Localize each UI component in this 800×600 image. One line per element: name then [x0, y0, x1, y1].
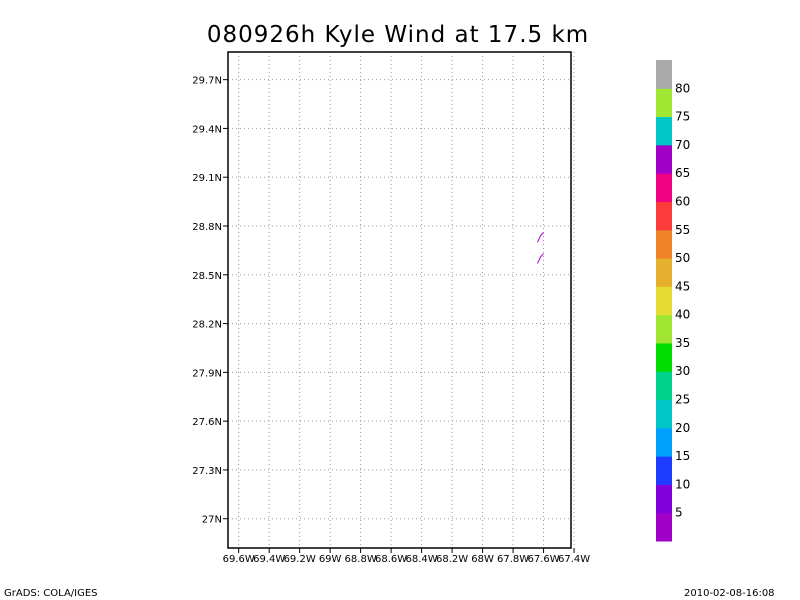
x-tick-label: 68.8W	[345, 554, 377, 565]
y-tick-label: 27.6N	[192, 417, 222, 428]
colorbar-swatch	[656, 286, 672, 316]
wind-contour-line	[537, 253, 544, 264]
x-tick-label: 69.6W	[223, 554, 255, 565]
colorbar-label: 35	[675, 336, 690, 350]
footer-timestamp: 2010-02-08-16:08	[684, 588, 775, 599]
colorbar-swatch	[656, 512, 672, 542]
colorbar-label: 20	[675, 421, 690, 435]
footer-credit: GrADS: COLA/IGES	[4, 588, 98, 599]
colorbar-label: 40	[675, 308, 690, 322]
colorbar-label: 30	[675, 364, 690, 378]
y-tick-label: 28.5N	[192, 271, 222, 282]
colorbar-label: 25	[675, 393, 690, 407]
colorbar-label: 45	[675, 279, 690, 293]
colorbar-label: 50	[675, 251, 690, 265]
y-tick-label: 29.4N	[192, 124, 222, 135]
x-tick-label: 69.4W	[253, 554, 285, 565]
colorbar-label: 80	[675, 81, 690, 95]
colorbar-label: 15	[675, 449, 690, 463]
x-tick-label: 68.6W	[375, 554, 407, 565]
x-tick-label: 69W	[319, 554, 342, 565]
colorbar-label: 55	[675, 223, 690, 237]
x-tick-label: 67.6W	[527, 554, 559, 565]
colorbar-label: 10	[675, 477, 690, 491]
plot-frame	[227, 51, 572, 549]
colorbar-swatch	[656, 258, 672, 287]
colorbar-swatch	[656, 144, 672, 174]
colorbar-label: 65	[675, 166, 690, 180]
colorbar-label: 70	[675, 138, 690, 152]
colorbar-swatch	[656, 399, 672, 429]
colorbar-swatch	[656, 229, 672, 259]
y-tick-label: 27.3N	[192, 466, 222, 477]
colorbar-label: 5	[675, 506, 683, 520]
chart-title: 080926h Kyle Wind at 17.5 km	[207, 22, 589, 48]
colorbar-swatch	[656, 484, 672, 514]
colorbar-swatch	[656, 201, 672, 231]
x-tick-label: 69.2W	[284, 554, 316, 565]
y-tick-label: 29.7N	[192, 76, 222, 87]
colorbar-swatch	[656, 371, 672, 401]
y-tick-label: 28.2N	[192, 320, 222, 331]
colorbar-swatch	[656, 456, 672, 485]
x-tick-label: 68.4W	[406, 554, 438, 565]
colorbar-swatch	[656, 88, 672, 118]
y-tick-label: 27N	[202, 515, 222, 526]
colorbar-swatch	[656, 173, 672, 202]
colorbar-swatch	[656, 427, 672, 457]
colorbar-swatch	[656, 314, 672, 344]
x-tick-label: 68W	[471, 554, 494, 565]
x-tick-label: 67.4W	[558, 554, 590, 565]
y-tick-label: 27.9N	[192, 368, 222, 379]
x-tick-label: 68.2W	[436, 554, 468, 565]
colorbar: 5 10 15 20 25 30 35 40 45 50 55 60 65 70 75 80	[656, 60, 690, 542]
wind-contour-line	[537, 232, 544, 243]
colorbar-swatch	[656, 60, 672, 89]
colorbar-label: 60	[675, 194, 690, 208]
y-tick-label: 28.8N	[192, 222, 222, 233]
colorbar-swatch	[656, 342, 672, 372]
colorbar-label: 75	[675, 110, 690, 124]
colorbar-swatch	[656, 116, 672, 146]
y-tick-label: 29.1N	[192, 173, 222, 184]
x-tick-label: 67.8W	[497, 554, 529, 565]
